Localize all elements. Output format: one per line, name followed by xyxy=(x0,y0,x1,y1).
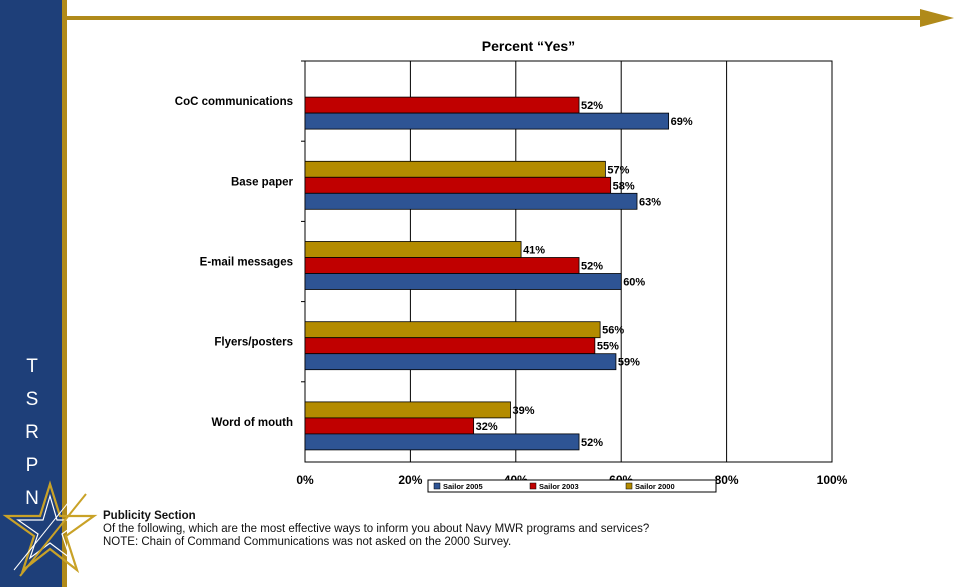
bar xyxy=(304,417,475,435)
brand-wordmark: T S R P N xyxy=(20,350,44,515)
bar xyxy=(304,160,606,178)
data-label: 52% xyxy=(581,100,603,112)
note-caveat: NOTE: Chain of Command Communications wa… xyxy=(103,536,512,548)
bar xyxy=(304,176,612,194)
data-label: 52% xyxy=(581,437,603,449)
legend-label: Sailor 2003 xyxy=(539,482,579,491)
brand-letter: R xyxy=(25,422,39,443)
bar xyxy=(304,112,670,130)
x-tick-label: 80% xyxy=(715,473,739,487)
category-label: Flyers/posters xyxy=(214,337,293,349)
data-label: 39% xyxy=(513,405,535,417)
category-label: Base paper xyxy=(231,176,294,188)
brand-letter: S xyxy=(25,389,39,410)
x-tick-label: 0% xyxy=(296,473,314,487)
bar xyxy=(304,257,580,274)
chart-title: Percent “Yes” xyxy=(482,38,575,54)
category-label: CoC communications xyxy=(175,96,293,108)
bar xyxy=(304,321,601,339)
brand-letter: T xyxy=(26,356,38,377)
legend-swatch xyxy=(625,482,633,490)
data-label: 59% xyxy=(618,357,640,369)
note-heading: Publicity Section xyxy=(103,510,196,522)
header-arrow xyxy=(62,9,954,27)
legend-label: Sailor 2000 xyxy=(635,482,675,491)
bar xyxy=(304,96,580,114)
legend-swatch xyxy=(433,482,441,490)
data-label: 57% xyxy=(607,164,629,176)
data-label: 60% xyxy=(623,277,645,289)
category-label: Word of mouth xyxy=(211,417,293,429)
bar xyxy=(304,353,617,371)
bar xyxy=(304,192,638,210)
brand-letter: P xyxy=(25,455,39,476)
star-logo-icon xyxy=(2,480,98,577)
legend-swatch xyxy=(529,482,537,490)
brand-letter: N xyxy=(25,488,39,509)
note-block: Publicity Section Of the following, whic… xyxy=(103,510,649,549)
note-question: Of the following, which are the most eff… xyxy=(103,523,650,535)
bar xyxy=(304,241,522,258)
data-label: 56% xyxy=(602,325,624,337)
data-label: 41% xyxy=(523,245,545,257)
x-tick-label: 100% xyxy=(817,473,848,487)
sidebar-accent-stripe xyxy=(62,0,67,587)
data-label: 58% xyxy=(613,180,635,192)
data-label: 52% xyxy=(581,261,603,273)
bar xyxy=(304,433,580,451)
bar xyxy=(304,337,596,355)
data-label: 69% xyxy=(671,116,693,128)
legend-label: Sailor 2005 xyxy=(443,482,483,491)
legend-box xyxy=(427,479,717,493)
bar xyxy=(304,401,511,419)
data-label: 63% xyxy=(639,196,661,208)
data-label: 55% xyxy=(597,341,619,353)
x-tick-label: 20% xyxy=(398,473,422,487)
bar xyxy=(304,273,622,290)
data-label: 32% xyxy=(476,421,498,433)
category-label: E-mail messages xyxy=(200,257,293,269)
